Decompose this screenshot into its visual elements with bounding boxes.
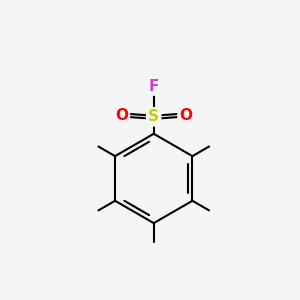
Text: O: O — [180, 108, 193, 123]
Text: S: S — [148, 110, 159, 124]
Text: O: O — [115, 108, 128, 123]
Text: F: F — [148, 79, 159, 94]
